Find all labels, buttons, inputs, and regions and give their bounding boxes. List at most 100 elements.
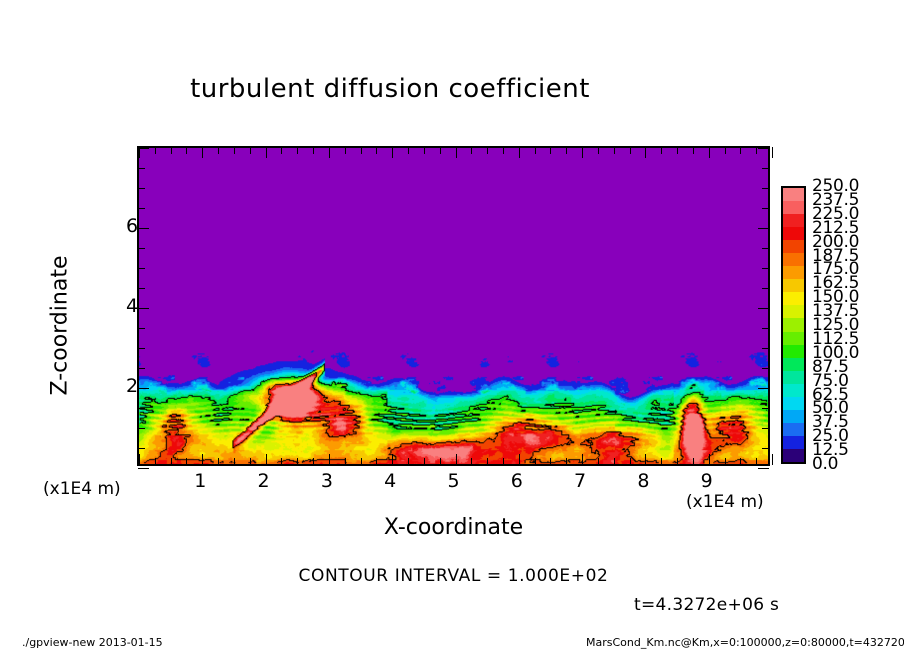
x-tick [313, 458, 315, 465]
colorbar-swatch [783, 422, 804, 436]
colorbar-swatch [783, 357, 804, 371]
colorbar-tick-label: 75.0 [812, 370, 849, 391]
colorbar-tick-label: 200.0 [812, 231, 860, 252]
y-tick [138, 288, 145, 289]
colorbar-swatch [783, 409, 804, 423]
x-tick [613, 458, 615, 465]
colorbar-tick-label: 162.5 [812, 273, 860, 294]
x-tick [692, 458, 694, 465]
x-axis-title: X-coordinate [383, 515, 524, 540]
colorbar-tick-label: 250.0 [812, 176, 860, 196]
y-tick [138, 348, 145, 349]
x-tick [471, 458, 473, 465]
colorbar-swatch [783, 253, 804, 267]
y-tick [138, 188, 145, 189]
contour-interval-text: CONTOUR INTERVAL = 1.000E+02 [298, 566, 609, 586]
x-tick [566, 458, 568, 465]
colorbar-tick-label: 212.5 [812, 217, 860, 238]
x-tick-top [692, 147, 694, 154]
colorbar-tick-label: 125.0 [812, 315, 860, 335]
y-tick [138, 168, 145, 169]
contour-plot-area [137, 146, 773, 469]
x-tick-top [724, 147, 726, 154]
x-tick-top [313, 147, 315, 154]
colorbar-swatch [783, 396, 804, 410]
x-tick [772, 454, 773, 465]
x-tick-top [645, 147, 647, 158]
colorbar-swatch [783, 292, 804, 306]
colorbar-tick-label: 175.0 [812, 259, 860, 280]
y-tick-label: 6 [126, 215, 139, 237]
x-tick [376, 458, 378, 465]
colorbar-tick-label: 12.5 [812, 440, 849, 461]
colorbar-swatch [783, 188, 804, 202]
x-tick [154, 458, 156, 465]
colorbar-tick-label: 137.5 [812, 301, 860, 322]
x-tick-top [597, 147, 599, 154]
page-title: turbulent diffusion coefficient [190, 74, 590, 104]
y-tick [138, 448, 145, 449]
x-tick-top [677, 147, 679, 154]
y-tick [138, 368, 145, 369]
x-tick [139, 454, 140, 465]
x-tick-label: 2 [257, 470, 270, 492]
colorbar-swatch [783, 240, 804, 254]
colorbar-swatch [783, 214, 804, 228]
y-tick-right [758, 388, 769, 389]
x-tick [756, 458, 758, 465]
x-tick-top [218, 147, 220, 154]
x-tick [502, 458, 504, 465]
x-tick-top [344, 147, 346, 154]
x-tick-top [550, 147, 552, 154]
x-tick [344, 458, 346, 465]
x-tick-top [455, 147, 457, 158]
y-tick-right [762, 288, 769, 289]
colorbar-swatch [783, 370, 804, 384]
x-tick-top [249, 147, 251, 154]
x-tick [740, 458, 742, 465]
x-tick-top [376, 147, 378, 154]
footer-source: MarsCond_Km.nc@Km,x=0:100000,z=0:80000,t… [586, 636, 904, 649]
x-tick-label: 8 [637, 470, 650, 492]
time-stamp-text: t=4.3272e+06 s [634, 595, 780, 615]
x-tick-top [708, 147, 710, 158]
x-tick [518, 454, 520, 465]
y-tick-right [758, 308, 769, 309]
colorbar-swatch [783, 279, 804, 293]
x-tick [392, 454, 394, 465]
colorbar-tick-label: 50.0 [812, 398, 849, 419]
y-tick [138, 468, 149, 469]
x-tick [281, 458, 283, 465]
x-tick-top [297, 147, 299, 154]
y-tick-right [762, 428, 769, 429]
colorbar-swatch [783, 435, 804, 449]
x-tick-top [518, 147, 520, 158]
colorbar-tick-label: 187.5 [812, 245, 860, 266]
x-tick [297, 458, 299, 465]
y-tick [138, 148, 149, 149]
y-tick [138, 328, 145, 329]
x-tick-top [772, 147, 773, 158]
colorbar-tick-label: 62.5 [812, 384, 849, 405]
colorbar-tick-label: 87.5 [812, 356, 849, 377]
x-tick [408, 458, 410, 465]
x-tick-top [186, 147, 188, 154]
x-tick [455, 454, 457, 465]
y-tick-right [762, 188, 769, 189]
colorbar-tick-label: 112.5 [812, 328, 860, 349]
colorbar-swatch [783, 201, 804, 215]
x-tick [439, 458, 441, 465]
y-tick [138, 308, 149, 309]
y-tick-right [758, 468, 769, 469]
y-tick [138, 408, 145, 409]
x-tick-top [502, 147, 504, 154]
x-tick [423, 458, 425, 465]
x-tick [708, 454, 710, 465]
y-tick-right [758, 148, 769, 149]
y-tick [138, 268, 145, 269]
colorbar-tick-label: 0.0 [812, 454, 839, 474]
y-tick [138, 388, 149, 389]
y-tick-right [762, 168, 769, 169]
x-tick [487, 458, 489, 465]
x-tick [724, 458, 726, 465]
